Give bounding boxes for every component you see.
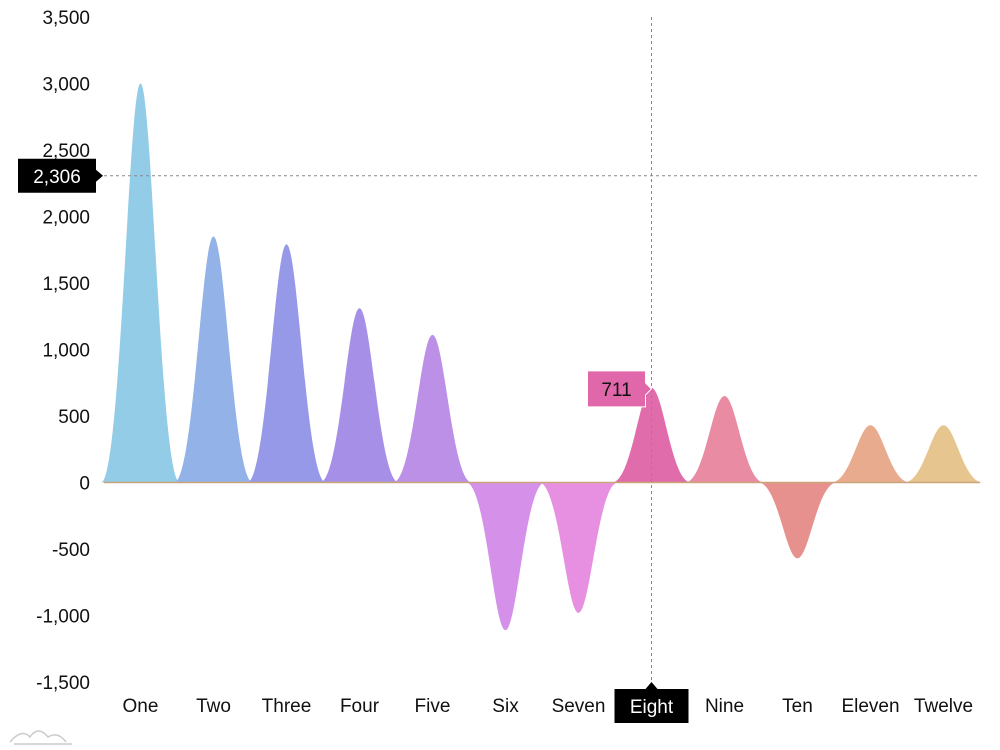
cursor-x-badge-bg bbox=[614, 682, 689, 723]
y-tick-label: -1,500 bbox=[36, 673, 90, 694]
area-one[interactable] bbox=[101, 83, 180, 483]
y-tick-label: 1,000 bbox=[42, 341, 90, 362]
area-four[interactable] bbox=[320, 308, 399, 483]
area-seven[interactable] bbox=[539, 482, 618, 613]
series-tooltip-value: 711 bbox=[601, 380, 631, 401]
x-tick-label: Twelve bbox=[914, 696, 973, 717]
y-axis-ticks: 3,500 3,000 2,500 2,000 1,500 1,000 500 0 -500 -1… bbox=[36, 8, 90, 694]
cursor-y-badge-bg bbox=[18, 158, 103, 193]
area-six[interactable] bbox=[466, 482, 545, 631]
y-tick-label: 1,500 bbox=[42, 274, 90, 295]
cursor-x-category: Eight bbox=[630, 697, 674, 718]
area-eleven[interactable] bbox=[831, 425, 910, 483]
cursor-y-value: 2,306 bbox=[33, 167, 81, 188]
series-tooltip-bg bbox=[587, 370, 653, 408]
x-axis-ticks: One Two Three Four Five Six Seven Nine Ten Eleven… bbox=[123, 696, 974, 717]
y-tick-label: 3,000 bbox=[42, 75, 90, 96]
area-two[interactable] bbox=[174, 236, 253, 483]
x-tick-label: Four bbox=[340, 696, 380, 717]
cursor-y-badge: 2,306 bbox=[18, 158, 103, 193]
x-tick-label: Six bbox=[492, 696, 519, 717]
area-twelve[interactable] bbox=[904, 425, 983, 483]
cursor-x-badge: Eight bbox=[614, 682, 689, 723]
series-areas bbox=[101, 83, 983, 631]
area-eight[interactable] bbox=[612, 387, 691, 483]
x-tick-label: Seven bbox=[552, 696, 606, 717]
series-tooltip: 711 bbox=[587, 370, 653, 408]
area-five[interactable] bbox=[393, 334, 472, 483]
x-tick-label: Eleven bbox=[841, 696, 899, 717]
y-tick-label: -500 bbox=[52, 540, 90, 561]
x-tick-label: Ten bbox=[782, 696, 813, 717]
y-tick-label: 2,500 bbox=[42, 141, 90, 162]
y-tick-label: 500 bbox=[58, 407, 90, 428]
y-tick-label: 0 bbox=[79, 474, 90, 495]
x-tick-label: Nine bbox=[705, 696, 744, 717]
x-tick-label: Three bbox=[262, 696, 312, 717]
y-tick-label: 3,500 bbox=[42, 8, 90, 29]
area-nine[interactable] bbox=[685, 396, 764, 483]
area-three[interactable] bbox=[247, 244, 326, 483]
y-tick-label: -1,000 bbox=[36, 607, 90, 628]
x-tick-label: One bbox=[123, 696, 159, 717]
x-tick-label: Five bbox=[415, 696, 451, 717]
chart-logo-icon bbox=[9, 730, 72, 745]
x-tick-label: Two bbox=[196, 696, 231, 717]
area-ten[interactable] bbox=[758, 482, 837, 559]
y-tick-label: 2,000 bbox=[42, 208, 90, 229]
